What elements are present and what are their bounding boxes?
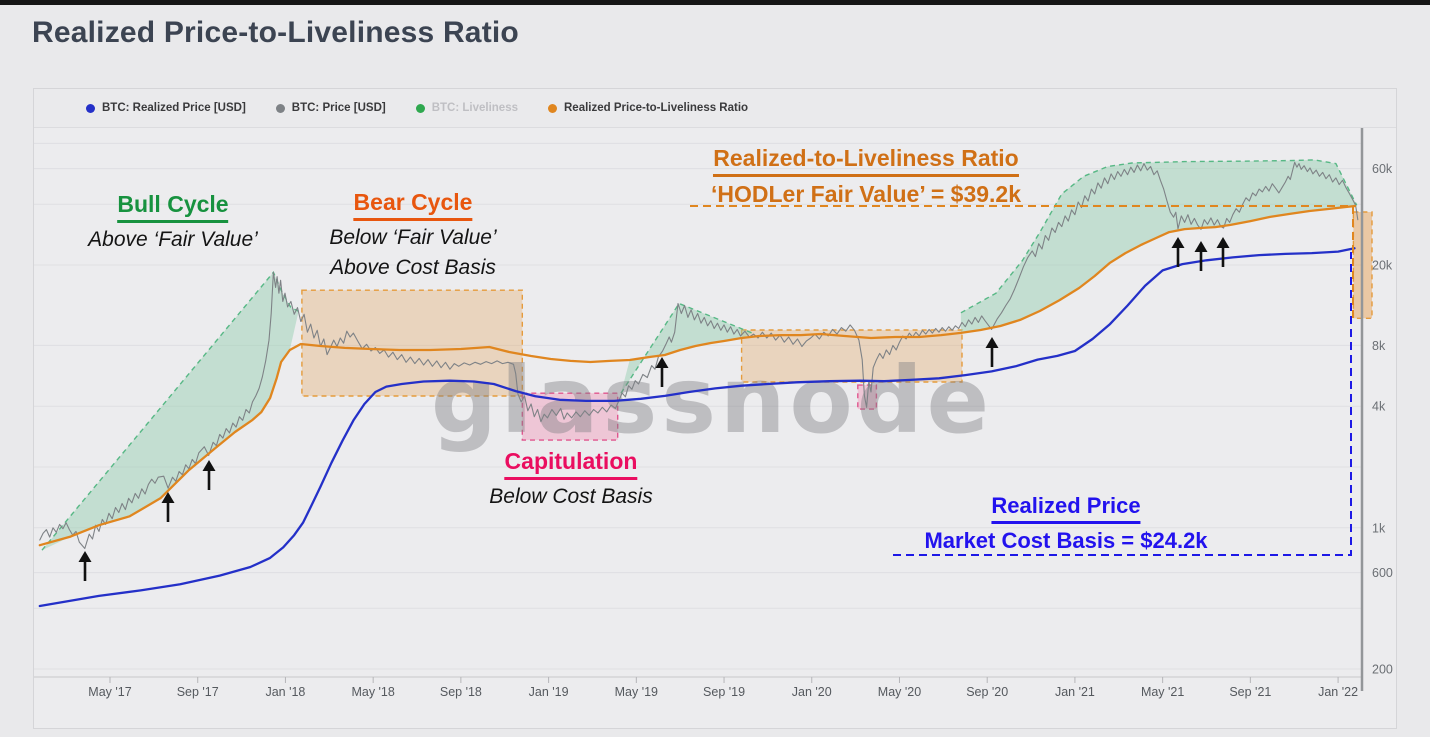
legend-label: BTC: Realized Price [USD] bbox=[102, 102, 246, 114]
callout-realized-price: Realized Price Market Cost Basis = $24.2… bbox=[924, 492, 1207, 555]
callout-realized-value: Market Cost Basis = $24.2k bbox=[924, 527, 1208, 553]
callout-ratio-value: ‘HODLer Fair Value’ = $39.2k bbox=[710, 180, 1022, 207]
callout-capitulation-title: Capitulation bbox=[504, 447, 638, 480]
legend-label: BTC: Liveliness bbox=[431, 102, 518, 114]
legend-dot-icon bbox=[86, 103, 95, 113]
callout-bear-cycle: Bear Cycle Below ‘Fair Value’ Above Cost… bbox=[329, 188, 496, 281]
legend-item[interactable]: BTC: Liveliness bbox=[415, 102, 518, 114]
callout-bull-title: Bull Cycle bbox=[117, 190, 229, 223]
callout-bear-subtitle-2: Above Cost Basis bbox=[330, 256, 496, 280]
callout-ratio: Realized-to-Liveliness Ratio ‘HODLer Fai… bbox=[711, 144, 1021, 210]
legend-label: BTC: Price [USD] bbox=[291, 102, 386, 114]
callout-bull-subtitle: Above ‘Fair Value’ bbox=[88, 227, 258, 251]
top-window-bar bbox=[0, 0, 1430, 5]
callout-bear-subtitle-1: Below ‘Fair Value’ bbox=[329, 225, 497, 249]
callout-bear-title: Bear Cycle bbox=[353, 188, 473, 221]
legend-item[interactable]: BTC: Price [USD] bbox=[275, 102, 386, 114]
callout-capitulation-subtitle: Below Cost Basis bbox=[489, 484, 653, 508]
callout-ratio-title: Realized-to-Liveliness Ratio bbox=[713, 144, 1019, 177]
callout-bull-cycle: Bull Cycle Above ‘Fair Value’ bbox=[88, 190, 258, 253]
legend-dot-icon bbox=[275, 103, 285, 113]
chart-legend: BTC: Realized Price [USD] BTC: Price [USD… bbox=[34, 89, 1396, 128]
legend-label: Realized Price-to-Liveliness Ratio bbox=[564, 102, 749, 114]
legend-dot-icon bbox=[548, 103, 557, 113]
page-title: Realized Price-to-Liveliness Ratio bbox=[32, 16, 519, 49]
callout-capitulation: Capitulation Below Cost Basis bbox=[489, 447, 652, 510]
legend-item[interactable]: BTC: Realized Price [USD] bbox=[86, 102, 246, 114]
callout-realized-title: Realized Price bbox=[991, 492, 1141, 524]
legend-item[interactable]: Realized Price-to-Liveliness Ratio bbox=[548, 102, 748, 114]
legend-dot-icon bbox=[415, 103, 425, 113]
